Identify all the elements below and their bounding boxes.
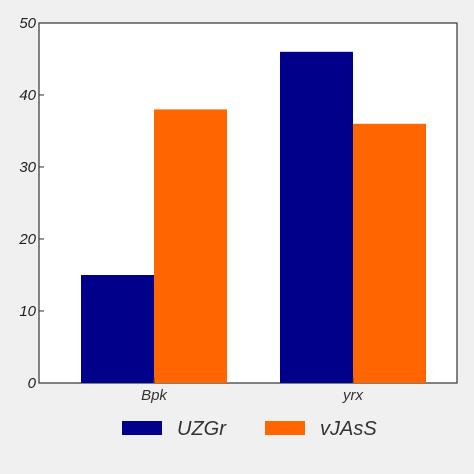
x-tick-label: yrx: [342, 387, 363, 404]
y-tick-label: 30: [19, 159, 36, 176]
y-tick-label: 20: [18, 231, 36, 248]
legend-swatch: [265, 421, 305, 435]
bars-group: [81, 51, 426, 384]
legend: UZGr vJAsS: [122, 418, 377, 440]
x-axis: Bpk yrx: [141, 378, 363, 404]
y-tick-label: 0: [28, 375, 37, 392]
bar-UZGr-Bpk: [81, 275, 154, 383]
bar-vJAsS-Bpk: [154, 109, 227, 384]
legend-label: UZGr: [177, 418, 227, 440]
bar-UZGr-yrx: [280, 51, 353, 384]
legend-label: vJAsS: [320, 418, 377, 440]
y-tick-label: 10: [19, 303, 36, 320]
y-axis: 0 10 20 30 40 50: [18, 15, 44, 392]
y-tick-label: 50: [19, 15, 36, 32]
bar-vJAsS-yrx: [353, 123, 426, 384]
legend-swatch: [122, 421, 162, 435]
y-tick-label: 40: [19, 87, 36, 104]
x-tick-label: Bpk: [141, 387, 168, 404]
